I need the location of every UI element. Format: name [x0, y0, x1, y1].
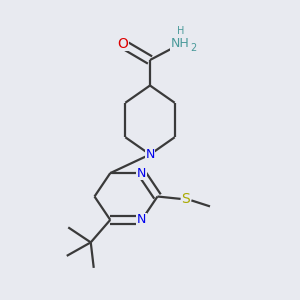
- Text: N: N: [145, 148, 155, 161]
- Text: NH: NH: [171, 37, 189, 50]
- Text: O: O: [118, 37, 128, 50]
- Text: S: S: [182, 192, 190, 206]
- Text: N: N: [137, 213, 146, 226]
- Text: N: N: [137, 167, 146, 180]
- Text: 2: 2: [190, 43, 196, 53]
- Text: H: H: [177, 26, 184, 36]
